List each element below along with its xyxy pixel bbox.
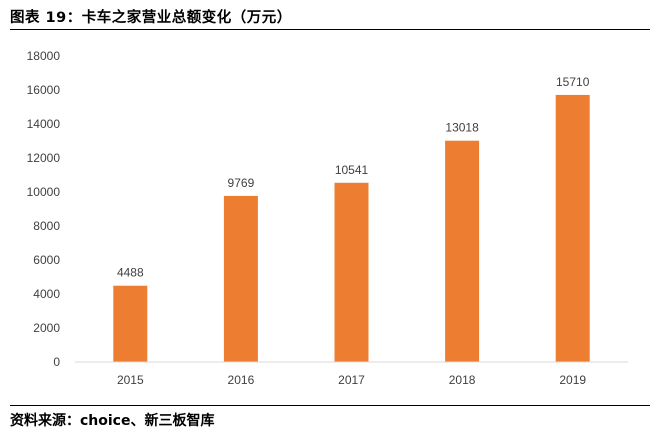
bar-series — [113, 94, 590, 363]
y-tick-label: 18000 — [27, 49, 61, 63]
y-tick-label: 2000 — [33, 321, 60, 335]
data-label: 13018 — [445, 121, 479, 135]
y-tick-label: 8000 — [33, 219, 60, 233]
x-tick-label: 2016 — [228, 373, 255, 387]
title-rule — [10, 29, 650, 30]
y-tick-label: 12000 — [27, 151, 61, 165]
bar-2019 — [555, 94, 590, 363]
bar-2015 — [113, 285, 148, 362]
data-label: 4488 — [117, 266, 144, 280]
data-label: 9769 — [228, 176, 255, 190]
y-axis-labels: 0 2000 4000 6000 8000 10000 12000 14000 16000 180… — [27, 49, 61, 369]
y-tick-label: 14000 — [27, 117, 61, 131]
data-label: 10541 — [335, 163, 369, 177]
y-tick-label: 0 — [53, 355, 60, 369]
x-axis: 2015 2016 2017 2018 2019 — [75, 361, 628, 387]
bar-chart: 0 2000 4000 6000 8000 10000 12000 14000 16000 180… — [27, 49, 628, 387]
y-tick-label: 16000 — [27, 83, 61, 97]
y-tick-label: 4000 — [33, 287, 60, 301]
y-tick-label: 10000 — [27, 185, 61, 199]
data-label: 15710 — [556, 75, 590, 89]
y-tick-label: 6000 — [33, 253, 60, 267]
figure-title: 图表 19：卡车之家营业总额变化（万元） — [10, 10, 292, 26]
x-tick-label: 2015 — [117, 373, 144, 387]
bar-2016 — [223, 195, 258, 362]
x-tick-label: 2017 — [338, 373, 365, 387]
source-rule — [10, 405, 650, 406]
bar-2017 — [334, 182, 369, 362]
x-tick-label: 2019 — [559, 373, 586, 387]
bar-2018 — [445, 140, 480, 362]
data-labels: 4488 9769 10541 13018 15710 — [117, 75, 590, 280]
x-tick-label: 2018 — [449, 373, 476, 387]
source-note: 资料来源：choice、新三板智库 — [10, 413, 215, 429]
